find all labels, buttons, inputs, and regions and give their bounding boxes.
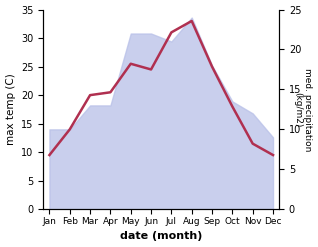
Y-axis label: med. precipitation
(kg/m2): med. precipitation (kg/m2) xyxy=(293,68,313,151)
X-axis label: date (month): date (month) xyxy=(120,231,203,242)
Y-axis label: max temp (C): max temp (C) xyxy=(5,74,16,145)
